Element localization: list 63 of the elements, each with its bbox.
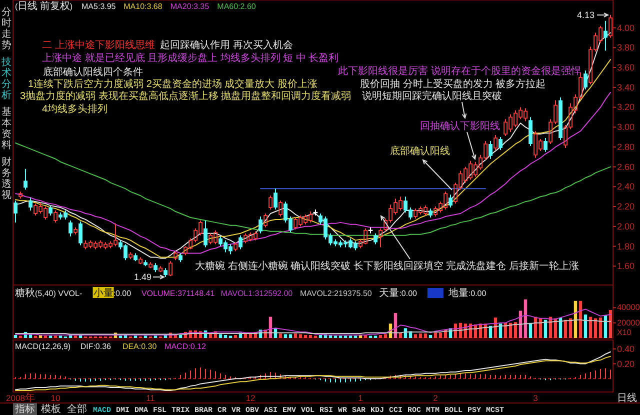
text: MA5:3.95: [82, 2, 116, 11]
y-tick-label: 3.20: [617, 102, 635, 112]
x-tick-label: 1: [358, 393, 364, 403]
chart-title: 糖秋(5,40) VVOL-: [15, 287, 82, 299]
x-tick-label: 12: [246, 393, 256, 403]
annotation: 天量:0.00: [379, 288, 418, 299]
x-tick-label: 3: [533, 393, 538, 403]
y-tick-label: 3.00: [617, 122, 635, 132]
y-tick-label: 4.00: [617, 22, 635, 33]
y-tick-label: 2.80: [617, 142, 635, 152]
annotation: 1.49: [134, 272, 152, 282]
y-tick-label: 2.60: [617, 162, 635, 172]
annotation: 回抽确认下影阳线: [420, 120, 500, 132]
text: MA10:3.68: [124, 2, 163, 11]
y-tick-label: 2.20: [617, 202, 635, 212]
y-tick-label: 1.80: [617, 241, 635, 252]
text: 分时走势: [2, 6, 12, 51]
annotation: 3抛盘力度的减弱 表现在买盘高低点逐渐上移 抛盘用盘整和回调力度看减弱: [20, 90, 352, 102]
chart-title: MACD(12,26,9): [15, 342, 71, 351]
annotation: 大糖碗 右侧连小糖碗 确认阳线突破 长下影阳线回踩填空 完成洗盘建仓 后接新一轮上涨: [195, 260, 579, 272]
text: DEA:0.30: [122, 342, 158, 351]
text: MA20:3.35: [170, 2, 210, 11]
y-tick-label: 1.60: [617, 261, 635, 272]
y-tick-label: 2.40: [617, 182, 635, 192]
y-tick-label: 3.60: [617, 62, 635, 73]
annotation: 底部确认阳线: [390, 145, 450, 157]
y-axis-title: X10: [617, 328, 632, 337]
text: 基本资料: [2, 106, 12, 151]
text: MA60:2.60: [217, 2, 256, 11]
x-tick-label: 2: [433, 393, 438, 403]
text: 模板: [41, 403, 61, 415]
x-tick-label: 11: [146, 393, 156, 403]
y-tick-label: 0.20: [617, 358, 635, 369]
text: MACD:0.12: [164, 342, 206, 351]
annotation: 说明短期回踩完确认阳线且突破: [362, 90, 502, 102]
text: 日线: [617, 392, 637, 404]
annotation: 地量:0.00: [447, 287, 487, 299]
y-tick-label: 2.00: [617, 221, 635, 232]
text: 财务透视: [2, 156, 12, 201]
text: DIF:0.36: [80, 342, 112, 351]
annotation: 底部确认阳线四个条件: [43, 66, 143, 78]
y-tick-label: 3.80: [617, 42, 635, 53]
annotation: 此下影阳线很是厉害 说明存在于个股里的资金很是强悍: [338, 65, 581, 77]
annotation: 1连续下跌后空方力度减弱 2买盘资金的进场 成交量放大 股价上涨: [28, 78, 318, 90]
text: 全部: [67, 403, 87, 415]
chart-title: (日线 前复权): [15, 0, 73, 12]
text: MAVOL1:312592.00: [220, 289, 294, 298]
annotation: 小量:0.00: [93, 287, 132, 299]
annotation: 股价回抽 分时上受买盘的发力 被多方拉起: [360, 78, 546, 90]
x-tick-label: 10: [50, 393, 60, 403]
y-tick-label: 3.40: [617, 82, 635, 92]
text: 技术分析: [0, 56, 12, 101]
annotation: 上涨中途 就是已经见底 且形成缓步盘上 均线多头排列 短 中 长盈利: [42, 52, 339, 64]
annotation: VOLUME:371148.41: [141, 289, 216, 298]
y-tick-label: 20000: [617, 318, 640, 328]
annotation: 4.13: [577, 10, 595, 20]
annotation: 二 上涨中途下影阳线思维: [42, 39, 155, 51]
x-tick-label: 2008年: [6, 392, 35, 404]
y-tick-label: 40000: [617, 303, 640, 312]
text: MAVOL2:219375.50: [300, 289, 372, 298]
annotation: 起回踩确认作用 再次买入机会: [160, 39, 293, 51]
y-tick-label: 0.40: [617, 344, 635, 354]
annotation: 4均线多头排列: [42, 103, 108, 115]
